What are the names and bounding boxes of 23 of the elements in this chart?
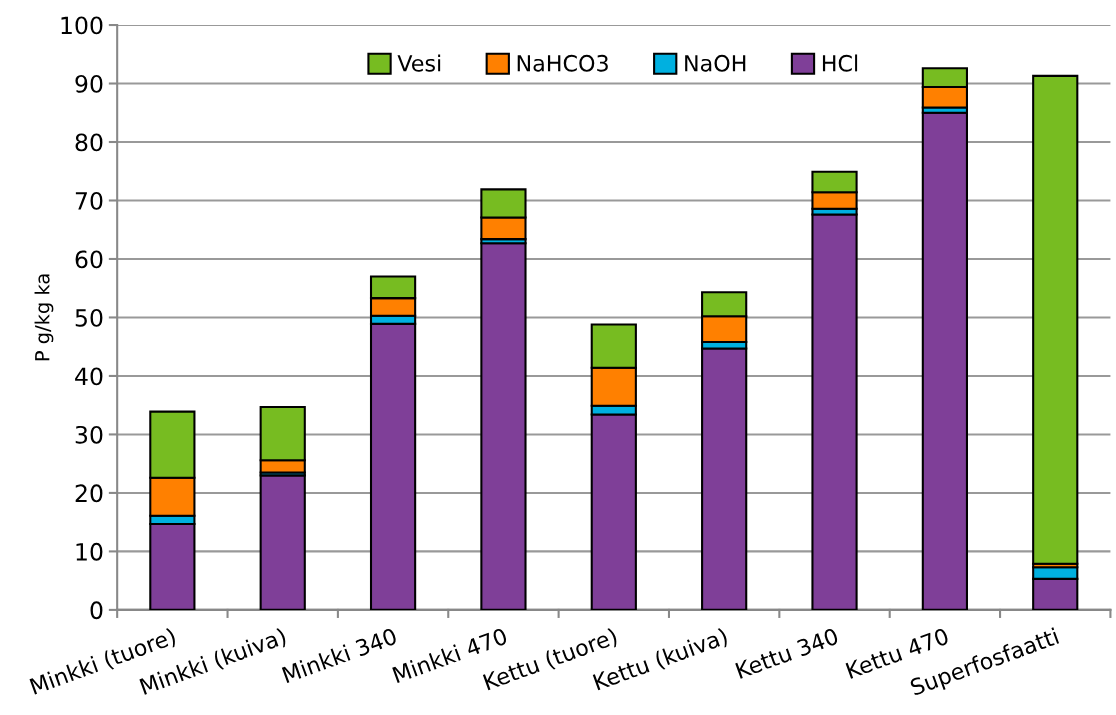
y-tick-label: 30 xyxy=(75,425,103,444)
y-tick-label: 80 xyxy=(75,133,103,152)
y-tick-label: 10 xyxy=(76,542,103,561)
y-tick-label: 0 xyxy=(90,601,103,620)
bar xyxy=(811,213,858,610)
y-axis-title: P g/kg ka xyxy=(34,274,54,361)
y-tick-label: 90 xyxy=(75,74,103,93)
y-tick-label: 100 xyxy=(61,16,103,35)
bar xyxy=(1032,74,1079,565)
y-tick-label: 20 xyxy=(75,484,103,503)
legend-label: NaOH xyxy=(685,54,746,72)
legend-label: Vesi xyxy=(397,54,441,72)
y-tick-label: 50 xyxy=(75,308,103,327)
y-tick-label: 40 xyxy=(75,367,103,386)
legend-label: HCl xyxy=(822,54,858,72)
x-tick-label: Kettu 340 xyxy=(735,627,840,679)
bar xyxy=(259,474,306,610)
y-tick-label: 70 xyxy=(75,191,103,210)
bar xyxy=(480,242,527,610)
y-tick-label: 60 xyxy=(75,250,103,269)
bar xyxy=(701,347,748,610)
bar xyxy=(921,111,968,610)
legend-label: NaHCO3 xyxy=(517,54,608,72)
